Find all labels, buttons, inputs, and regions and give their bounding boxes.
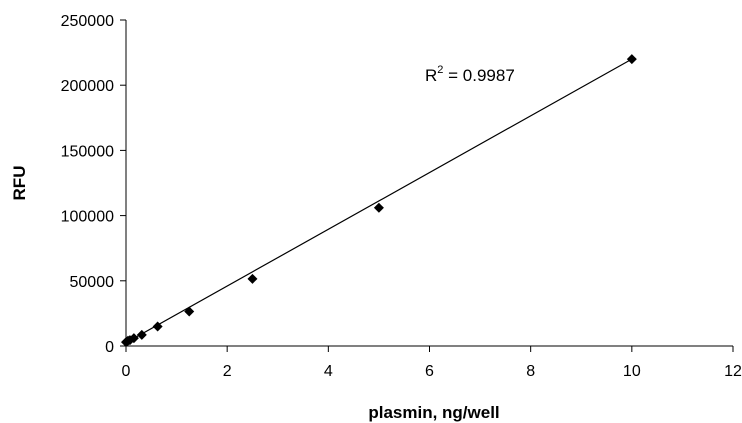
y-tick-label: 150000 xyxy=(61,143,114,160)
y-tick-label: 250000 xyxy=(61,13,114,30)
r-squared-annotation: R2 = 0.9987 xyxy=(425,64,515,85)
r-squared-label: R xyxy=(425,66,437,85)
x-tick-label: 2 xyxy=(223,363,232,380)
r-squared-exponent: 2 xyxy=(437,64,443,76)
x-tick-label: 0 xyxy=(122,363,131,380)
trendline xyxy=(125,58,633,344)
y-tick-label: 100000 xyxy=(61,209,114,226)
x-tick-label: 8 xyxy=(526,363,535,380)
data-point xyxy=(152,321,163,332)
data-point xyxy=(184,306,195,317)
x-tick-label: 12 xyxy=(724,363,742,380)
y-axis-title: RFU xyxy=(10,166,29,201)
x-tick-label: 10 xyxy=(623,363,641,380)
y-tick-label: 50000 xyxy=(70,274,115,291)
data-point xyxy=(136,329,147,340)
data-point xyxy=(128,333,139,344)
x-tick-label: 4 xyxy=(324,363,333,380)
y-tick-label: 0 xyxy=(105,339,114,356)
data-points xyxy=(121,54,637,348)
data-point xyxy=(247,273,258,284)
r-squared-value: = 0.9987 xyxy=(443,66,514,85)
x-tick-label: 6 xyxy=(425,363,434,380)
data-point xyxy=(373,202,384,213)
y-tick-label: 200000 xyxy=(61,78,114,95)
y-axis-ticks: 0 50000 100000 150000 200000 250000 xyxy=(61,13,126,356)
data-point xyxy=(626,54,637,65)
x-axis-ticks: 0 2 4 6 8 10 12 xyxy=(122,346,742,380)
x-axis-title: plasmin, ng/well xyxy=(368,403,499,422)
